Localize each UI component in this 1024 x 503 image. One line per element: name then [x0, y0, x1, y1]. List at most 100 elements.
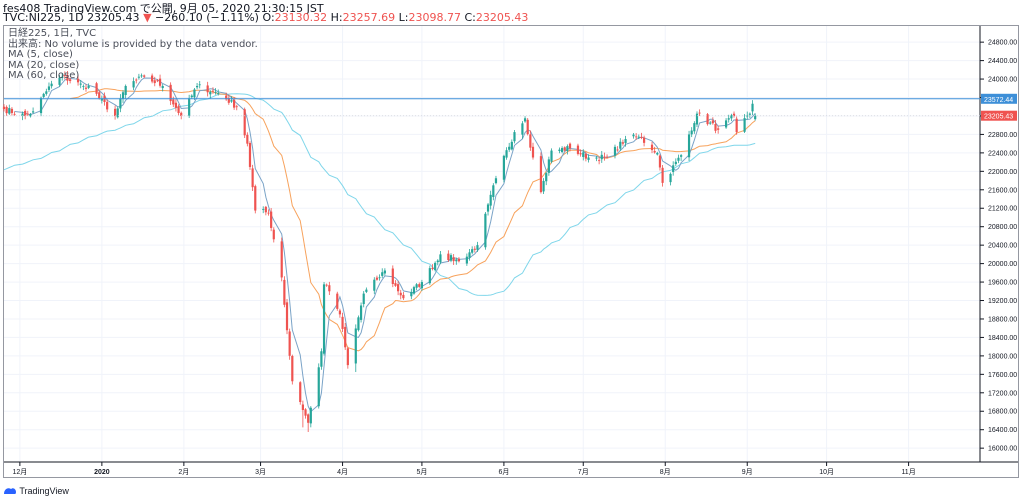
candle-body — [272, 229, 275, 240]
candle-body — [576, 145, 580, 154]
candle-body — [195, 85, 199, 88]
chart-header: fes408 TradingView.com で公開, 9月 05, 2020 … — [0, 0, 1024, 24]
candle-body — [264, 206, 267, 213]
y-tick-label: 21600.00 — [988, 187, 1017, 194]
candle-body — [320, 351, 323, 367]
candle-body — [730, 115, 733, 119]
candle-body — [95, 83, 98, 94]
candle-body — [158, 78, 162, 86]
candle-body — [307, 414, 310, 423]
candle-body — [550, 150, 553, 162]
chart-frame[interactable] — [3, 25, 1019, 478]
candle-body — [502, 155, 506, 180]
footer-brand[interactable]: TradingView — [3, 486, 69, 502]
y-tick-label: 24000.00 — [988, 77, 1017, 84]
candle-body — [677, 157, 680, 161]
x-tick-label: 4月 — [337, 468, 348, 476]
y-tick-label: 16000.00 — [988, 446, 1017, 453]
candle-body — [336, 293, 339, 309]
candle-body — [584, 153, 587, 159]
candle-body — [434, 262, 437, 270]
y-tick-label: 17200.00 — [988, 390, 1017, 397]
y-tick-label: 18000.00 — [988, 353, 1017, 360]
last-price-label: 23205.43 — [984, 114, 1013, 121]
candle-body — [193, 89, 196, 98]
candle-body — [113, 108, 117, 116]
candle-body — [190, 95, 193, 98]
legend-ma60[interactable]: MA (60, close) — [8, 70, 80, 82]
candle-body — [209, 91, 212, 95]
candle-body — [251, 168, 254, 188]
candle-body — [10, 108, 14, 114]
candle-body — [650, 144, 654, 151]
candle-body — [510, 141, 513, 150]
candle-body — [341, 316, 344, 329]
candle-body — [635, 136, 638, 138]
candle-body — [600, 154, 603, 160]
legend-ma5[interactable]: MA (5, close) — [8, 49, 73, 61]
candle-body — [746, 115, 749, 117]
y-tick-label: 24400.00 — [988, 58, 1017, 65]
candle-body — [338, 310, 342, 315]
y-tick-label: 17600.00 — [988, 372, 1017, 379]
candle-body — [344, 326, 347, 348]
ma5-line — [14, 77, 756, 413]
y-tick-label: 22800.00 — [988, 132, 1017, 139]
candle-body — [301, 404, 304, 411]
candle-body — [317, 367, 320, 407]
candle-body — [98, 92, 101, 99]
candle-body — [754, 115, 757, 120]
candle-body — [2, 106, 6, 110]
close-label: C: — [464, 11, 476, 24]
candle-body — [566, 146, 569, 151]
candle-body — [177, 106, 180, 114]
candle-body — [455, 259, 458, 262]
candle-body — [402, 294, 405, 299]
x-tick-label: 7月 — [578, 468, 589, 476]
candle-body — [214, 91, 217, 93]
candle-body — [489, 194, 492, 206]
candle-body — [394, 283, 397, 286]
candle-body — [79, 83, 82, 85]
candle-body — [457, 258, 461, 262]
candle-body — [21, 113, 24, 117]
candle-body — [151, 75, 154, 82]
y-tick-label: 16800.00 — [988, 409, 1017, 416]
candle-body — [439, 254, 442, 263]
candle-body — [706, 114, 709, 125]
candle-body — [494, 178, 498, 184]
price-line-label: 23572.44 — [984, 97, 1013, 104]
x-tick-label: 8月 — [660, 468, 671, 476]
ma20-line — [70, 88, 756, 352]
candle-body — [672, 165, 675, 173]
candle-body — [45, 91, 48, 94]
candle-body — [225, 95, 228, 100]
candle-body — [542, 180, 545, 192]
candle-body — [492, 185, 495, 198]
candle-body — [558, 149, 561, 152]
candle-body — [373, 279, 376, 291]
x-tick-label: 2月 — [178, 468, 189, 476]
candle-body — [468, 252, 471, 258]
candle-body — [230, 100, 233, 102]
candle-body — [582, 152, 585, 157]
high-value: 23257.69 — [342, 11, 396, 24]
candle-body — [513, 132, 516, 142]
close-value: 23205.43 — [475, 11, 529, 24]
legend-volume-note: 出来高: No volume is provided by the data v… — [8, 38, 258, 50]
candle-body — [452, 257, 455, 262]
ma60-line — [3, 93, 756, 296]
candle-body — [748, 113, 751, 115]
candle-body — [447, 253, 450, 261]
candle-body — [613, 146, 617, 156]
legend-ma20[interactable]: MA (20, close) — [8, 59, 80, 71]
candle-body — [8, 108, 11, 114]
candle-body — [132, 81, 135, 88]
x-tick-label: 2020 — [94, 469, 110, 476]
legend-title: 日経225, 1日, TVC — [8, 28, 97, 39]
candle-body — [680, 155, 683, 157]
candle-body — [579, 153, 582, 155]
candle-body — [169, 84, 172, 102]
candle-body — [140, 75, 143, 77]
